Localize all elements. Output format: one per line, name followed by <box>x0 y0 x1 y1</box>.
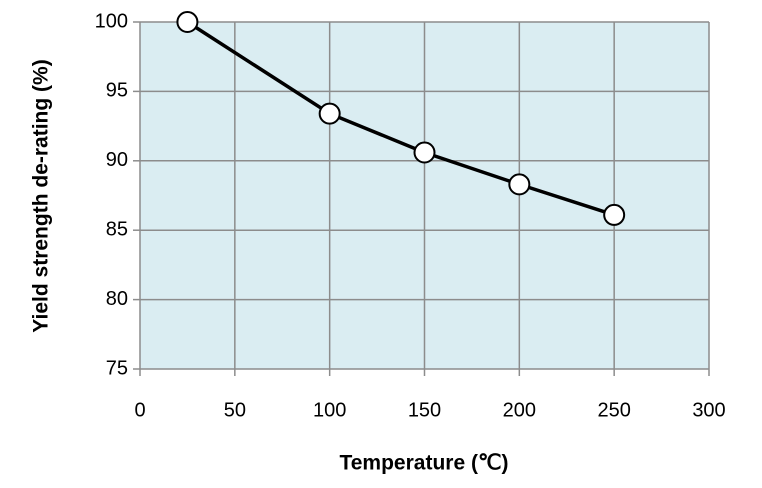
data-point <box>413 141 436 164</box>
y-tick-label: 90 <box>106 149 128 171</box>
data-point <box>318 102 341 125</box>
data-point <box>176 11 199 33</box>
x-tick-label: 300 <box>692 399 725 421</box>
x-tick-label: 100 <box>313 399 346 421</box>
x-axis-title: Temperature (℃) <box>339 452 508 475</box>
x-tick-label: 50 <box>224 399 246 421</box>
y-axis-title: Yield strength de-rating (%) <box>30 59 53 332</box>
x-tick-label: 250 <box>597 399 630 421</box>
y-tick-label: 95 <box>106 80 128 102</box>
data-point <box>603 203 626 226</box>
data-point <box>508 173 531 196</box>
y-tick-label: 100 <box>95 10 128 32</box>
x-tick-label: 150 <box>408 399 441 421</box>
y-tick-label: 80 <box>106 288 128 310</box>
y-tick-label: 85 <box>106 218 128 240</box>
x-tick-label: 200 <box>503 399 536 421</box>
y-tick-label: 75 <box>106 357 128 379</box>
x-tick-label: 0 <box>134 399 145 421</box>
